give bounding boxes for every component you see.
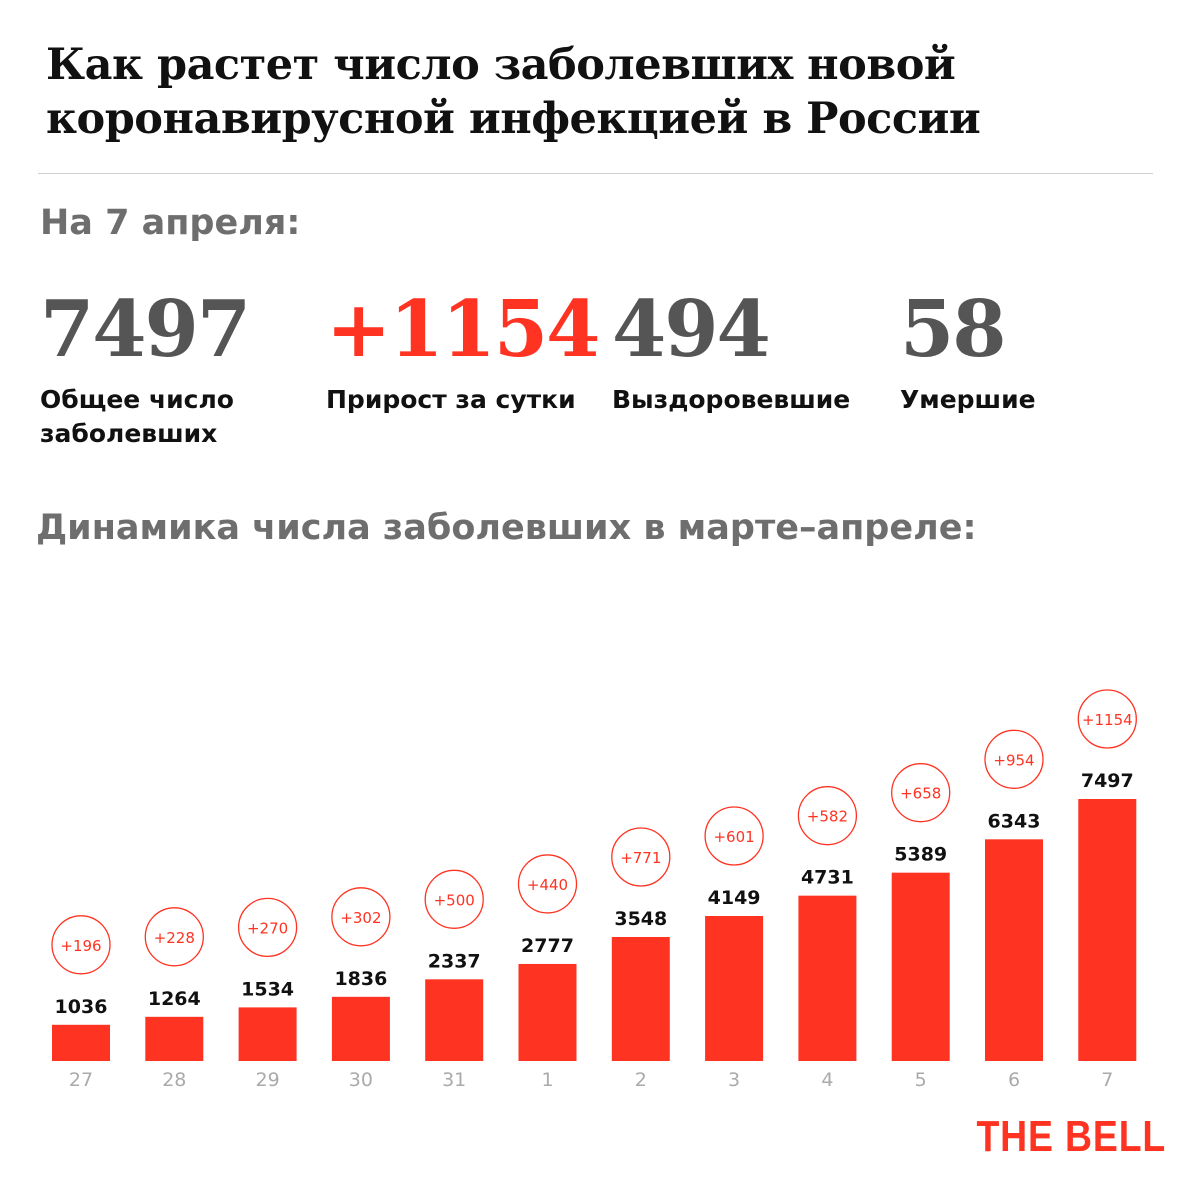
delta-circle — [424, 869, 484, 929]
delta-label: +771 — [620, 849, 661, 867]
data-label: 1264 — [148, 988, 201, 1010]
stat-total: 7497 Общее число заболевших — [40, 284, 251, 451]
delta-label: +302 — [340, 909, 381, 927]
bar — [238, 1007, 297, 1061]
data-label: 5389 — [894, 844, 947, 866]
delta-label: +228 — [154, 929, 195, 947]
bar — [705, 916, 764, 1061]
as-of-date: На 7 апреля: — [40, 203, 301, 243]
delta-circle — [984, 729, 1044, 789]
data-label: 4731 — [801, 867, 854, 889]
stat-label: Общее число заболевших — [40, 385, 234, 448]
data-label: 1534 — [241, 978, 294, 1000]
data-label: 2337 — [428, 950, 481, 972]
bar — [1078, 799, 1137, 1061]
delta-circle — [797, 786, 858, 846]
data-label: 3548 — [614, 908, 667, 930]
delta-circle — [331, 887, 391, 947]
delta-label: +954 — [993, 751, 1034, 769]
stat-value: +1154 — [326, 284, 600, 375]
bar — [145, 1016, 204, 1061]
bar — [425, 979, 484, 1061]
stat-deaths: 58 Умершие — [900, 285, 1036, 417]
delta-circle — [51, 915, 111, 975]
bar — [891, 872, 950, 1061]
delta-label: +440 — [527, 876, 568, 894]
data-label: 4149 — [708, 887, 761, 909]
page-title: Как растет число заболевших новой корона… — [46, 40, 981, 144]
delta-label: +270 — [247, 919, 288, 937]
bar — [985, 839, 1043, 1061]
x-tick-label: 30 — [349, 1069, 373, 1091]
data-label: 1836 — [334, 968, 387, 990]
data-label: 7497 — [1081, 770, 1134, 792]
stat-value: 58 — [900, 284, 1007, 375]
delta-label: +582 — [807, 808, 848, 826]
delta-label: +196 — [60, 937, 101, 955]
divider — [38, 173, 1153, 174]
x-tick-label: 31 — [442, 1069, 466, 1091]
delta-circle — [704, 806, 764, 866]
delta-label: +500 — [434, 891, 475, 909]
bar — [798, 895, 857, 1061]
delta-label: +1154 — [1082, 711, 1133, 729]
x-tick-label: 5 — [915, 1069, 927, 1091]
delta-label: +601 — [713, 828, 754, 846]
delta-circle — [891, 763, 951, 823]
bar — [518, 963, 577, 1061]
x-tick-label: 4 — [821, 1069, 833, 1091]
data-label: 6343 — [988, 810, 1041, 832]
x-tick-label: 2 — [635, 1069, 647, 1091]
chart-subtitle: Динамика числа заболевших в марте–апреле… — [36, 508, 977, 548]
bar — [331, 996, 390, 1061]
delta-circle — [237, 897, 298, 958]
stat-label: Умершие — [900, 385, 1036, 414]
delta-label: +658 — [900, 785, 941, 803]
stat-value: 7497 — [40, 284, 251, 375]
bar — [611, 937, 670, 1061]
x-tick-label: 6 — [1008, 1069, 1020, 1091]
bar — [52, 1024, 110, 1061]
x-tick-label: 1 — [541, 1069, 553, 1091]
stat-label: Выздоровевшие — [612, 385, 851, 414]
stat-daily-increase: +1154 Прирост за сутки — [326, 284, 600, 417]
x-tick-label: 27 — [69, 1069, 93, 1091]
delta-circle — [517, 854, 578, 914]
x-tick-label: 3 — [728, 1069, 740, 1091]
stat-label: Прирост за сутки — [326, 385, 576, 414]
x-tick-label: 28 — [162, 1069, 186, 1091]
data-label: 1036 — [55, 996, 108, 1018]
the-bell-logo: THE BELL — [976, 1112, 1166, 1161]
data-label: 2777 — [521, 935, 574, 957]
delta-circle — [144, 907, 204, 967]
delta-circle — [1077, 689, 1137, 749]
x-tick-label: 29 — [256, 1069, 280, 1091]
delta-circle — [611, 827, 671, 887]
stat-recovered: 494 Выздоровевшие — [612, 285, 850, 417]
x-tick-label: 7 — [1101, 1069, 1113, 1091]
stat-value: 494 — [612, 284, 771, 375]
